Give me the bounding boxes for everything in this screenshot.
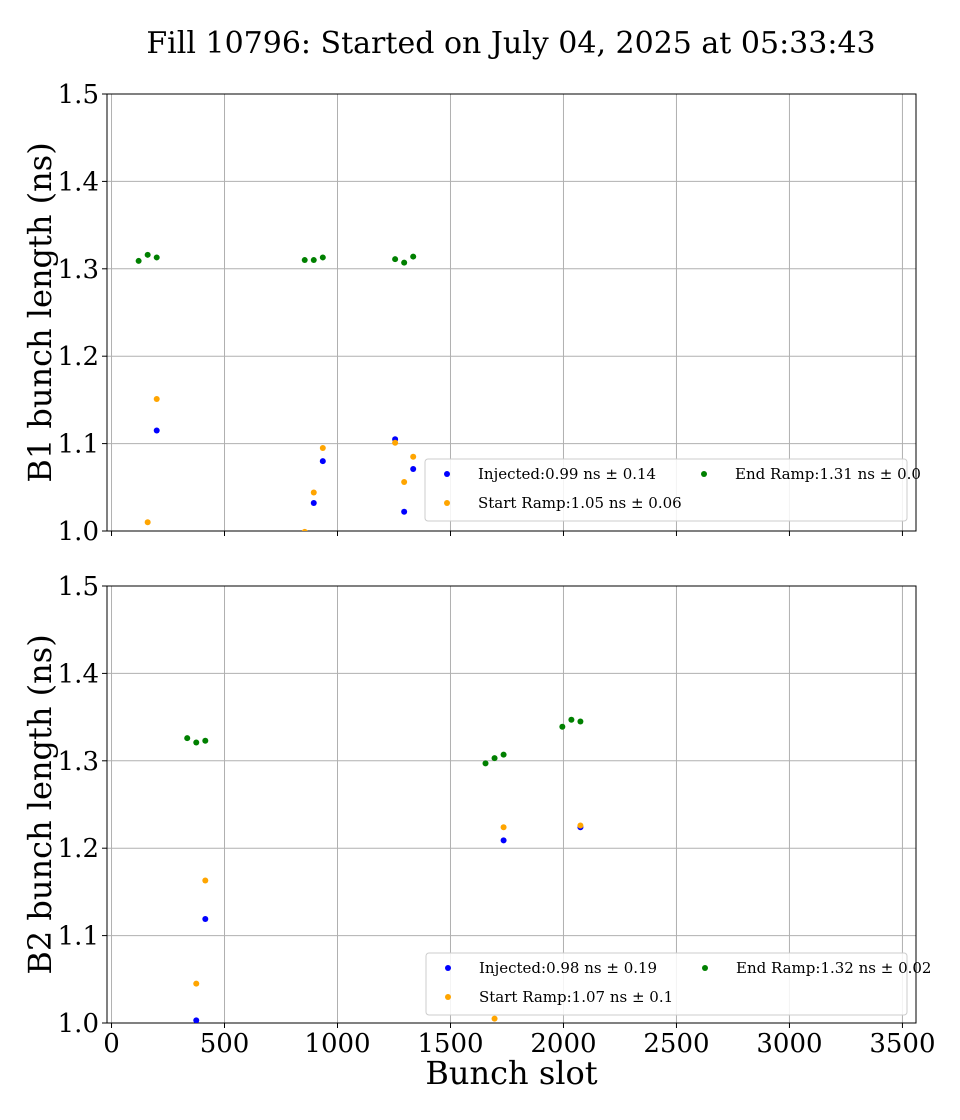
end-ramp-point	[392, 256, 399, 263]
x-tick-label: 2000	[530, 1029, 596, 1059]
x-axis-label: Bunch slot	[425, 1054, 597, 1092]
end-ramp-point	[568, 716, 575, 723]
y-tick-label: 1.4	[58, 659, 99, 689]
end-ramp-point	[135, 257, 142, 264]
legend-marker-injected	[444, 471, 450, 477]
legend-box	[425, 952, 908, 1016]
legend-label-start-ramp: Start Ramp:1.05 ns ± 0.06	[478, 494, 682, 512]
y-tick-label: 1.2	[58, 342, 99, 372]
x-tick-label: 1000	[304, 1029, 370, 1059]
x-tick-label: 2500	[643, 1029, 709, 1059]
start-ramp-point	[301, 528, 308, 531]
b1-panel: 1.0 1.1 1.2 1.3 1.4 1.5 B1 bunch length (ns) In…	[21, 80, 921, 547]
data-points	[135, 251, 417, 531]
start-ramp-point	[310, 489, 317, 496]
y-tick-label: 1.3	[58, 255, 99, 285]
end-ramp-point	[491, 755, 498, 762]
figure-title: Fill 10796: Started on July 04, 2025 at …	[146, 26, 875, 61]
injected-point	[401, 508, 408, 515]
start-ramp-point	[410, 453, 417, 460]
start-ramp-point	[144, 519, 151, 526]
injected-point	[193, 1017, 200, 1023]
y-tick-label: 1.0	[58, 517, 99, 547]
y-tick-label: 1.2	[58, 834, 99, 864]
legend-marker-end-ramp	[702, 965, 708, 971]
start-ramp-point	[577, 822, 584, 829]
start-ramp-point	[491, 1015, 498, 1022]
injected-point	[319, 458, 326, 465]
plot-frame	[106, 585, 917, 1024]
injected-point	[202, 915, 209, 922]
legend-label-injected: Injected:0.98 ns ± 0.19	[479, 959, 657, 977]
start-ramp-point	[401, 479, 408, 486]
legend-box	[424, 458, 908, 522]
y-tick-label: 1.3	[58, 747, 99, 777]
end-ramp-point	[144, 251, 151, 258]
y-tick-label: 1.4	[58, 167, 99, 197]
data-points	[184, 716, 584, 1023]
y-axis-label: B2 bunch length (ns)	[21, 634, 59, 974]
end-ramp-point	[410, 253, 417, 260]
y-tick-label: 1.0	[58, 1009, 99, 1039]
injected-point	[410, 465, 417, 472]
injected-point	[500, 837, 507, 844]
start-ramp-point	[500, 824, 507, 831]
y-axis-label: B1 bunch length (ns)	[21, 142, 59, 482]
start-ramp-point	[319, 444, 326, 451]
end-ramp-point	[401, 259, 408, 266]
end-ramp-point	[193, 739, 200, 746]
end-ramp-point	[184, 735, 191, 742]
end-ramp-point	[202, 737, 209, 744]
y-tick-label: 1.5	[58, 572, 99, 602]
end-ramp-point	[482, 760, 489, 767]
end-ramp-point	[577, 718, 584, 725]
legend: Injected:0.99 ns ± 0.14 Start Ramp:1.05 n…	[424, 458, 921, 522]
x-tick-label: 3000	[756, 1029, 822, 1059]
legend-marker-start-ramp	[445, 994, 451, 1000]
x-tick-label: 500	[200, 1029, 250, 1059]
legend-marker-end-ramp	[701, 471, 707, 477]
start-ramp-point	[153, 396, 160, 403]
x-tick-label: 1500	[417, 1029, 483, 1059]
end-ramp-point	[310, 257, 317, 264]
end-ramp-point	[153, 254, 160, 261]
x-tick-label: 0	[103, 1029, 120, 1059]
legend-label-start-ramp: Start Ramp:1.07 ns ± 0.1	[479, 988, 673, 1006]
legend: Injected:0.98 ns ± 0.19 Start Ramp:1.07 n…	[425, 952, 931, 1016]
y-tick-label: 1.1	[58, 922, 99, 952]
b2-panel: 0 500 1000 1500 2000 2500 3000 3500 1.0 1.1 1.2 1.3…	[21, 572, 936, 1092]
legend-label-injected: Injected:0.99 ns ± 0.14	[478, 465, 656, 483]
end-ramp-point	[301, 257, 308, 264]
injected-point	[153, 427, 160, 434]
injected-point	[310, 500, 317, 507]
legend-label-end-ramp: End Ramp:1.32 ns ± 0.02	[736, 959, 931, 977]
start-ramp-point	[193, 980, 200, 987]
legend-marker-injected	[445, 965, 451, 971]
end-ramp-point	[500, 751, 507, 758]
legend-marker-start-ramp	[444, 500, 450, 506]
x-tick-label: 3500	[869, 1029, 935, 1059]
plot-frame	[106, 93, 917, 532]
y-tick-label: 1.5	[58, 80, 99, 110]
end-ramp-point	[319, 254, 326, 261]
end-ramp-point	[559, 723, 566, 730]
start-ramp-point	[392, 439, 399, 446]
legend-label-end-ramp: End Ramp:1.31 ns ± 0.0	[735, 465, 921, 483]
start-ramp-point	[202, 877, 209, 884]
y-tick-label: 1.1	[58, 430, 99, 460]
